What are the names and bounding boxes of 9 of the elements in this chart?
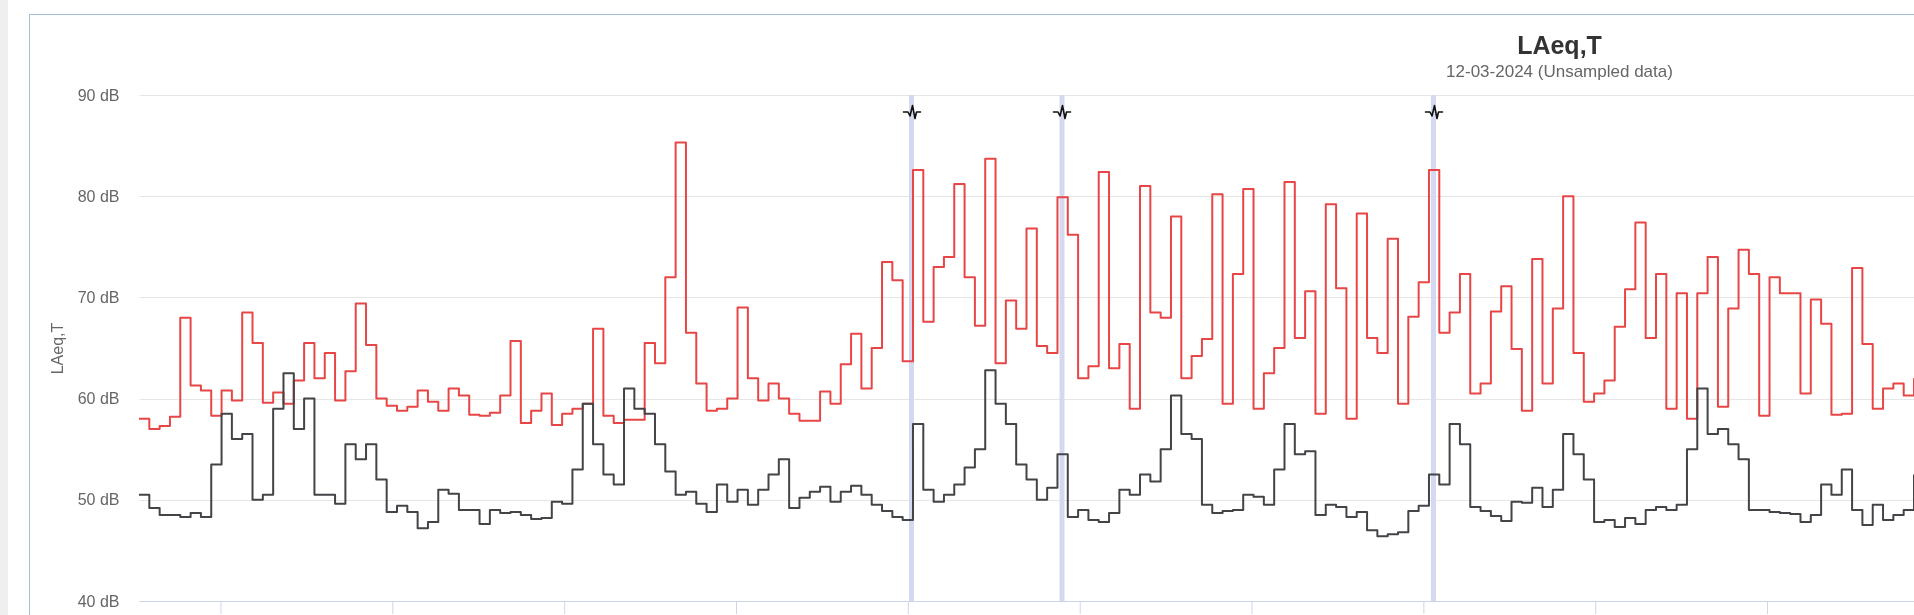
y-tick-label: 50 dB xyxy=(77,491,120,509)
y-axis-title: LAeq,T xyxy=(48,322,66,375)
y-tick-label: 60 dB xyxy=(77,390,120,408)
chart-title: LAeq,T xyxy=(1517,31,1602,59)
y-tick-label: 90 dB xyxy=(77,86,120,104)
y-tick-label: 80 dB xyxy=(77,187,120,205)
y-tick-label: 40 dB xyxy=(77,592,120,610)
chart-subtitle: 12-03-2024 (Unsampled data) xyxy=(1446,62,1673,81)
y-tick-label: 70 dB xyxy=(77,288,120,306)
